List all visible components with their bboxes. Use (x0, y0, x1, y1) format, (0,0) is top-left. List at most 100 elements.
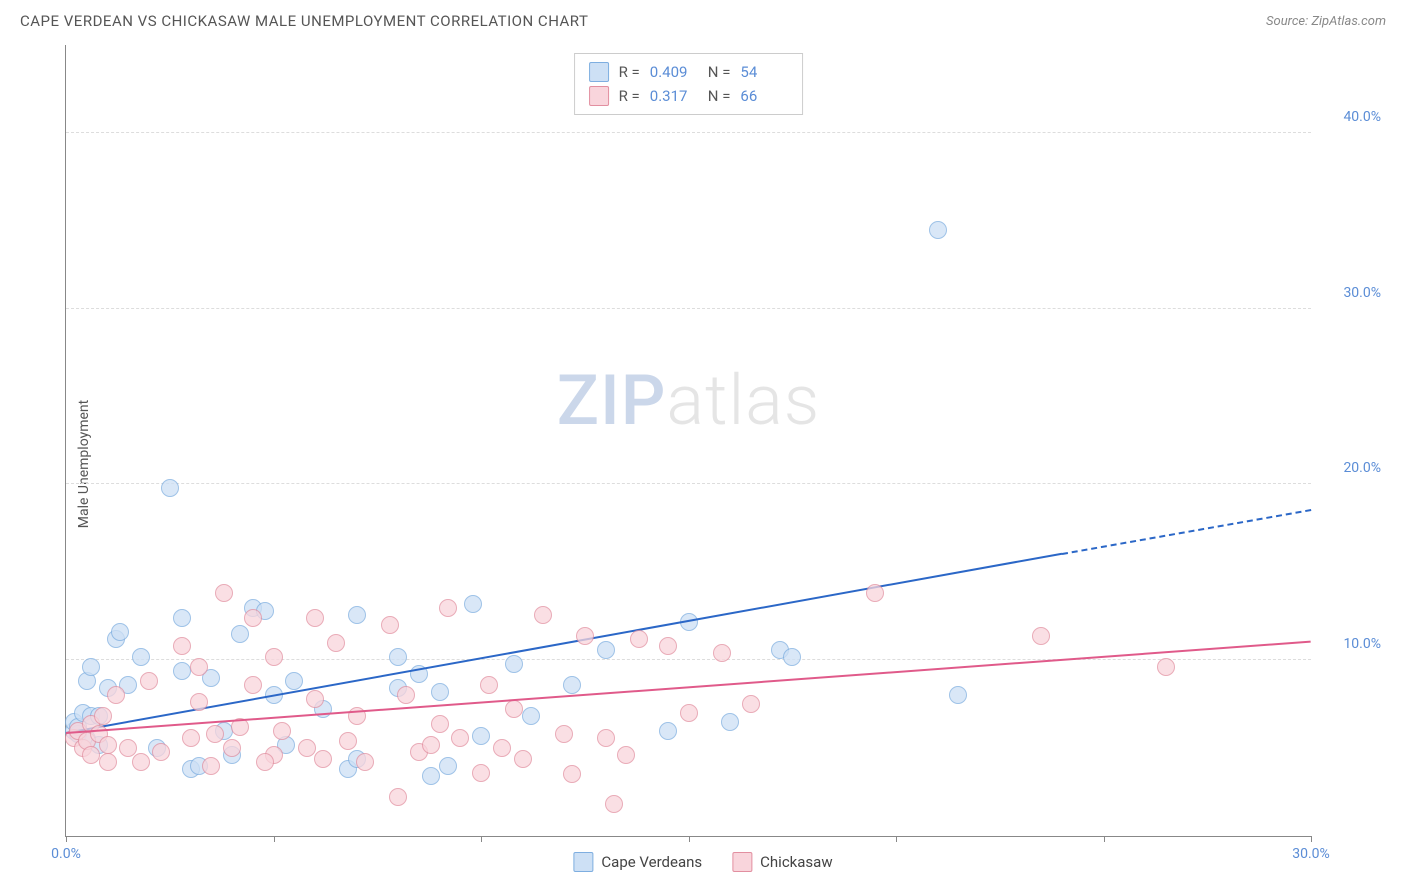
scatter-marker (617, 746, 635, 764)
scatter-marker (472, 764, 490, 782)
scatter-marker (161, 479, 179, 497)
scatter-marker (132, 753, 150, 771)
scatter-marker (256, 753, 274, 771)
scatter-marker (215, 584, 233, 602)
scatter-marker (285, 672, 303, 690)
x-tick-label: 30.0% (1292, 846, 1330, 862)
scatter-marker (99, 736, 117, 754)
scatter-marker (397, 686, 415, 704)
x-tick (896, 836, 897, 842)
gridline (66, 483, 1311, 484)
scatter-marker (356, 753, 374, 771)
gridline (66, 308, 1311, 309)
stats-row-chickasaw: R = 0.317 N = 66 (589, 84, 789, 108)
scatter-marker (173, 637, 191, 655)
legend-swatch-pink (732, 852, 752, 872)
legend-swatch-pink (589, 86, 609, 106)
scatter-marker (493, 739, 511, 757)
scatter-marker (339, 732, 357, 750)
gridline (66, 659, 1311, 660)
x-tick (689, 836, 690, 842)
scatter-marker (949, 686, 967, 704)
scatter-marker (659, 637, 677, 655)
scatter-marker (223, 739, 241, 757)
scatter-marker (389, 788, 407, 806)
scatter-marker (713, 644, 731, 662)
scatter-marker (231, 625, 249, 643)
scatter-marker (659, 722, 677, 740)
scatter-marker (173, 609, 191, 627)
scatter-marker (182, 729, 200, 747)
scatter-marker (563, 676, 581, 694)
series-legend: Cape Verdeans Chickasaw (573, 852, 832, 872)
gridline (66, 132, 1311, 133)
scatter-marker (327, 634, 345, 652)
scatter-marker (742, 695, 760, 713)
scatter-marker (422, 767, 440, 785)
scatter-marker (206, 725, 224, 743)
scatter-marker (298, 739, 316, 757)
scatter-marker (929, 221, 947, 239)
scatter-marker (866, 584, 884, 602)
source-link[interactable]: ZipAtlas.com (1311, 14, 1386, 29)
source-attribution: Source: ZipAtlas.com (1266, 14, 1386, 29)
scatter-marker (265, 648, 283, 666)
scatter-marker (381, 616, 399, 634)
scatter-marker (99, 753, 117, 771)
scatter-marker (431, 683, 449, 701)
trend-line-dashed (1062, 509, 1311, 555)
x-tick (481, 836, 482, 842)
scatter-marker (82, 746, 100, 764)
scatter-marker (273, 722, 291, 740)
scatter-marker (451, 729, 469, 747)
scatter-marker (505, 700, 523, 718)
scatter-marker (431, 715, 449, 733)
scatter-marker (783, 648, 801, 666)
scatter-marker (534, 606, 552, 624)
scatter-marker (680, 704, 698, 722)
x-tick (1104, 836, 1105, 842)
legend-item-cape-verdeans: Cape Verdeans (573, 852, 702, 872)
scatter-marker (422, 736, 440, 754)
scatter-marker (605, 795, 623, 813)
chart-title: CAPE VERDEAN VS CHICKASAW MALE UNEMPLOYM… (20, 12, 588, 30)
watermark: ZIPatlas (557, 360, 821, 442)
scatter-marker (202, 757, 220, 775)
scatter-marker (306, 690, 324, 708)
scatter-marker (244, 609, 262, 627)
legend-swatch-blue (573, 852, 593, 872)
y-tick-label: 10.0% (1321, 636, 1381, 652)
scatter-marker (1157, 658, 1175, 676)
scatter-marker (597, 729, 615, 747)
scatter-marker (306, 609, 324, 627)
scatter-marker (721, 713, 739, 731)
scatter-marker (314, 750, 332, 768)
scatter-marker (94, 707, 112, 725)
scatter-marker (190, 693, 208, 711)
scatter-marker (152, 743, 170, 761)
stats-row-cape-verdeans: R = 0.409 N = 54 (589, 60, 789, 84)
scatter-marker (439, 599, 457, 617)
legend-swatch-blue (589, 62, 609, 82)
scatter-marker (244, 676, 262, 694)
scatter-marker (107, 686, 125, 704)
scatter-marker (480, 676, 498, 694)
scatter-marker (576, 627, 594, 645)
legend-item-chickasaw: Chickasaw (732, 852, 832, 872)
y-tick-label: 30.0% (1321, 285, 1381, 301)
scatter-marker (173, 662, 191, 680)
scatter-marker (505, 655, 523, 673)
scatter-marker (555, 725, 573, 743)
y-tick-label: 20.0% (1321, 460, 1381, 476)
scatter-marker (348, 606, 366, 624)
scatter-marker (132, 648, 150, 666)
scatter-marker (563, 765, 581, 783)
scatter-marker (464, 595, 482, 613)
scatter-marker (472, 727, 490, 745)
scatter-marker (82, 658, 100, 676)
trend-line (66, 553, 1062, 734)
scatter-marker (514, 750, 532, 768)
chart-container: Male Unemployment ZIPatlas R = 0.409 N =… (20, 45, 1386, 882)
x-tick (274, 836, 275, 842)
stats-legend: R = 0.409 N = 54 R = 0.317 N = 66 (574, 53, 804, 115)
